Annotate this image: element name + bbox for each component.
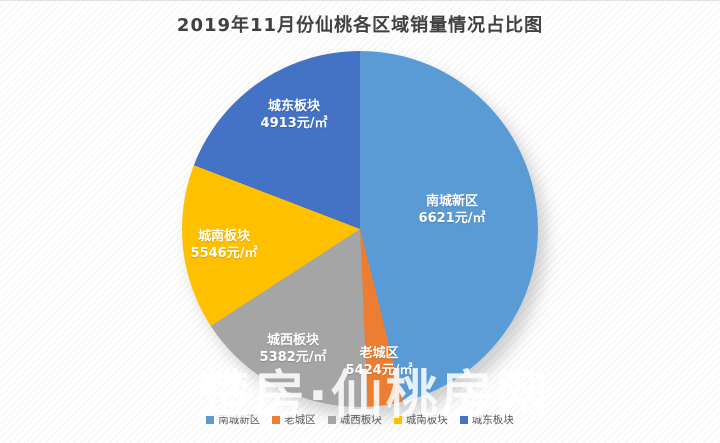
legend-item-laochengqu: 老城区 xyxy=(272,412,316,427)
slice-name: 南城新区 xyxy=(425,194,478,209)
legend-swatch xyxy=(393,415,402,424)
legend-item-nanchengxinqu: 南城新区 xyxy=(206,412,260,427)
slice-name: 老城区 xyxy=(359,346,399,361)
slice-name: 城东板块 xyxy=(267,99,320,114)
slice-label-laochengqu: 老城区 5424元/㎡ xyxy=(346,345,413,379)
legend-label: 城西板块 xyxy=(339,414,382,426)
legend-label: 城东板块 xyxy=(471,414,514,426)
slice-label-chengnanbankuai: 城南板块 5546元/㎡ xyxy=(191,228,258,262)
chart-legend: 南城新区 老城区 城西板块 城南板块 城东板块 xyxy=(0,412,720,427)
slice-price: 6621元/㎡ xyxy=(418,211,486,226)
legend-swatch xyxy=(327,415,336,424)
legend-item-chengnanbankuai: 城南板块 xyxy=(393,412,448,427)
chart-title: 2019年11月份仙桃各区域销量情况占比图 xyxy=(176,15,544,36)
slice-name: 城西板块 xyxy=(266,333,319,348)
legend-swatch xyxy=(206,415,215,424)
slice-label-nanchengxinqu: 南城新区 6621元/㎡ xyxy=(419,193,486,227)
legend-swatch xyxy=(272,415,281,424)
slice-price: 4913元/㎡ xyxy=(260,116,328,131)
slice-price: 5382元/㎡ xyxy=(259,350,327,365)
legend-swatch xyxy=(459,415,468,424)
slice-label-chengxibankuai: 城西板块 5382元/㎡ xyxy=(260,332,327,366)
legend-item-chengxibankuai: 城西板块 xyxy=(327,412,382,427)
slice-price: 5546元/㎡ xyxy=(190,246,258,261)
legend-label: 老城区 xyxy=(284,414,316,426)
slice-price: 5424元/㎡ xyxy=(345,363,413,378)
legend-item-chengdongbankuai: 城东板块 xyxy=(459,412,514,427)
legend-label: 城南板块 xyxy=(405,414,448,426)
pie-chart xyxy=(182,51,538,407)
slice-name: 城南板块 xyxy=(197,229,250,244)
legend-label: 南城新区 xyxy=(218,414,261,426)
slice-label-chengdongbankuai: 城东板块 4913元/㎡ xyxy=(261,98,328,132)
